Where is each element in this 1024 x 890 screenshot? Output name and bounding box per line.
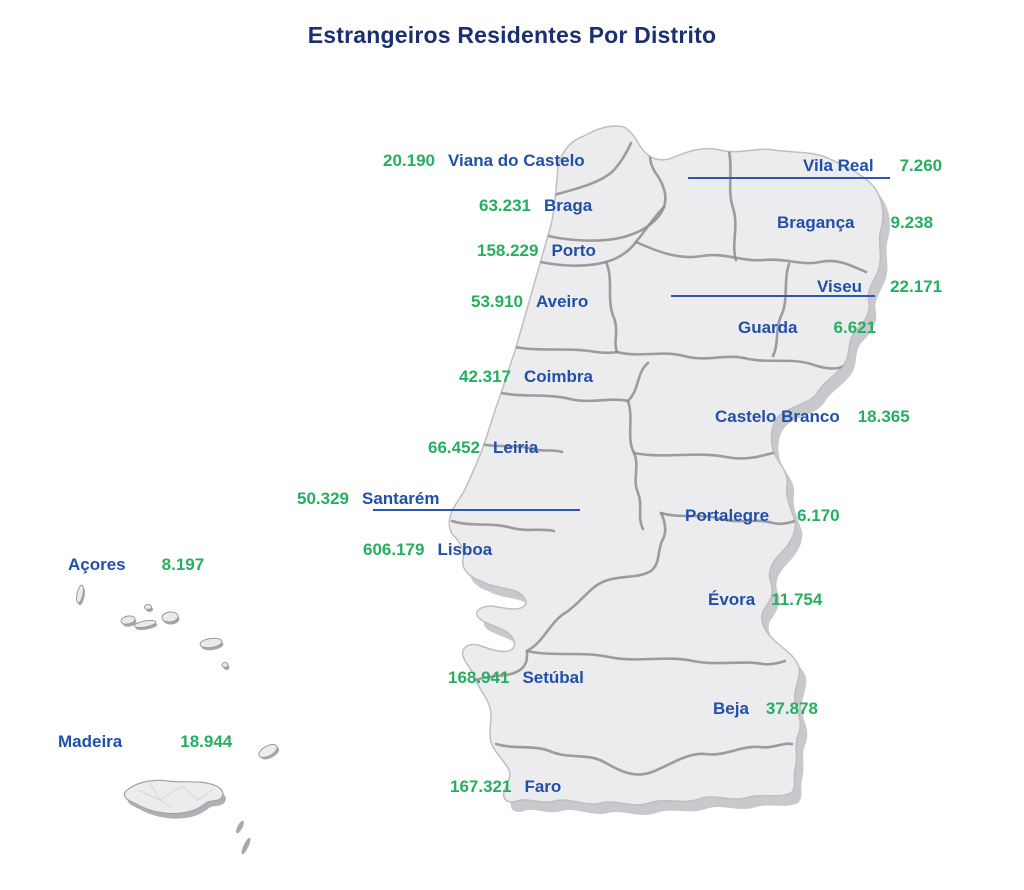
district-label-evora: Évora 11.754 (708, 590, 822, 610)
district-name: Aveiro (536, 292, 589, 311)
district-name: Braga (544, 196, 593, 215)
district-value: 158.229 (477, 241, 539, 260)
district-label-portalegre: Portalegre 6.170 (685, 506, 840, 526)
district-name: Leiria (493, 438, 539, 457)
district-name: Bragança (777, 213, 855, 232)
leader-line-santarem (373, 509, 580, 511)
district-name: Castelo Branco (715, 407, 840, 426)
district-value: 63.231 (479, 196, 531, 215)
district-name: Vila Real (803, 156, 874, 175)
district-label-coimbra: 42.317 Coimbra (459, 367, 593, 387)
region-label-acores: Açores 8.197 (68, 555, 204, 575)
leader-line-viseu (671, 295, 875, 297)
district-label-braganca: Bragança 9.238 (777, 213, 933, 233)
district-value: 6.621 (833, 318, 877, 337)
district-value: 53.910 (471, 292, 523, 311)
district-name: Porto (551, 241, 596, 260)
district-name: Guarda (738, 318, 798, 337)
district-name: Açores (68, 555, 126, 574)
district-value: 66.452 (428, 438, 480, 457)
district-value: 22.171 (890, 277, 943, 296)
district-name: Coimbra (524, 367, 593, 386)
district-name: Faro (524, 777, 562, 796)
district-value: 42.317 (459, 367, 511, 386)
district-label-vila-real: Vila Real 7.260 (803, 156, 942, 176)
district-label-faro: 167.321 Faro (450, 777, 561, 797)
madeira-islands (123, 744, 280, 855)
district-label-lisboa: 606.179 Lisboa (363, 540, 492, 560)
district-value: 168.941 (448, 668, 510, 687)
page-title: Estrangeiros Residentes Por Distrito (307, 22, 717, 48)
region-label-madeira: Madeira 18.944 (58, 732, 232, 752)
district-value: 18.365 (857, 407, 910, 426)
district-name: Setúbal (522, 668, 584, 687)
district-value: 8.197 (161, 555, 205, 574)
district-label-castelo-branco: Castelo Branco 18.365 (715, 407, 910, 427)
district-value: 7.260 (899, 156, 943, 175)
district-name: Lisboa (437, 540, 493, 559)
district-value: 50.329 (297, 489, 349, 508)
district-label-leiria: 66.452 Leiria (428, 438, 538, 458)
district-borders (450, 141, 868, 776)
district-label-viseu: Viseu 22.171 (817, 277, 942, 297)
district-value: 606.179 (363, 540, 425, 559)
district-label-setubal: 168.941 Setúbal (448, 668, 584, 688)
district-value: 6.170 (797, 506, 840, 525)
district-name: Viana do Castelo (448, 151, 585, 170)
district-label-braga: 63.231 Braga (479, 196, 592, 216)
district-label-beja: Beja 37.878 (713, 699, 818, 719)
district-name: Beja (713, 699, 749, 718)
district-value: 20.190 (383, 151, 435, 170)
district-name: Madeira (58, 732, 123, 751)
district-label-santarem: 50.329 Santarém (297, 489, 439, 509)
district-label-viana-do-castelo: 20.190 Viana do Castelo (383, 151, 585, 171)
district-value: 11.754 (771, 590, 823, 609)
district-value: 18.944 (180, 732, 233, 751)
district-value: 37.878 (765, 699, 818, 718)
district-label-guarda: Guarda 6.621 (738, 318, 876, 338)
district-label-porto: 158.229 Porto (477, 241, 596, 261)
leader-line-vila-real (688, 177, 890, 179)
district-name: Portalegre (685, 506, 770, 525)
district-value: 9.238 (890, 213, 934, 232)
azores-islands (76, 584, 230, 670)
district-name: Santarém (362, 489, 440, 508)
district-label-aveiro: 53.910 Aveiro (471, 292, 588, 312)
district-name: Évora (708, 590, 756, 609)
district-name: Viseu (817, 277, 863, 296)
district-value: 167.321 (450, 777, 512, 796)
